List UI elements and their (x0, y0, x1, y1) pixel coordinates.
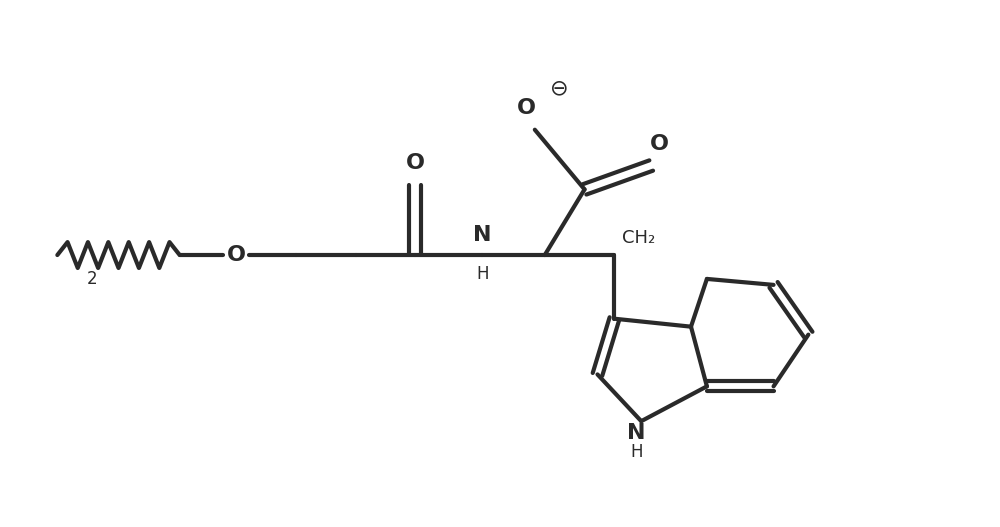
Text: N: N (473, 225, 491, 245)
Text: N: N (627, 423, 646, 443)
Text: O: O (517, 98, 536, 118)
Text: ⊖: ⊖ (550, 78, 569, 98)
Text: O: O (227, 245, 246, 265)
Text: H: H (630, 443, 643, 461)
Text: O: O (406, 153, 425, 173)
Text: CH₂: CH₂ (622, 229, 656, 247)
Text: H: H (477, 265, 489, 283)
Text: O: O (650, 133, 669, 153)
Text: 2: 2 (87, 270, 97, 288)
